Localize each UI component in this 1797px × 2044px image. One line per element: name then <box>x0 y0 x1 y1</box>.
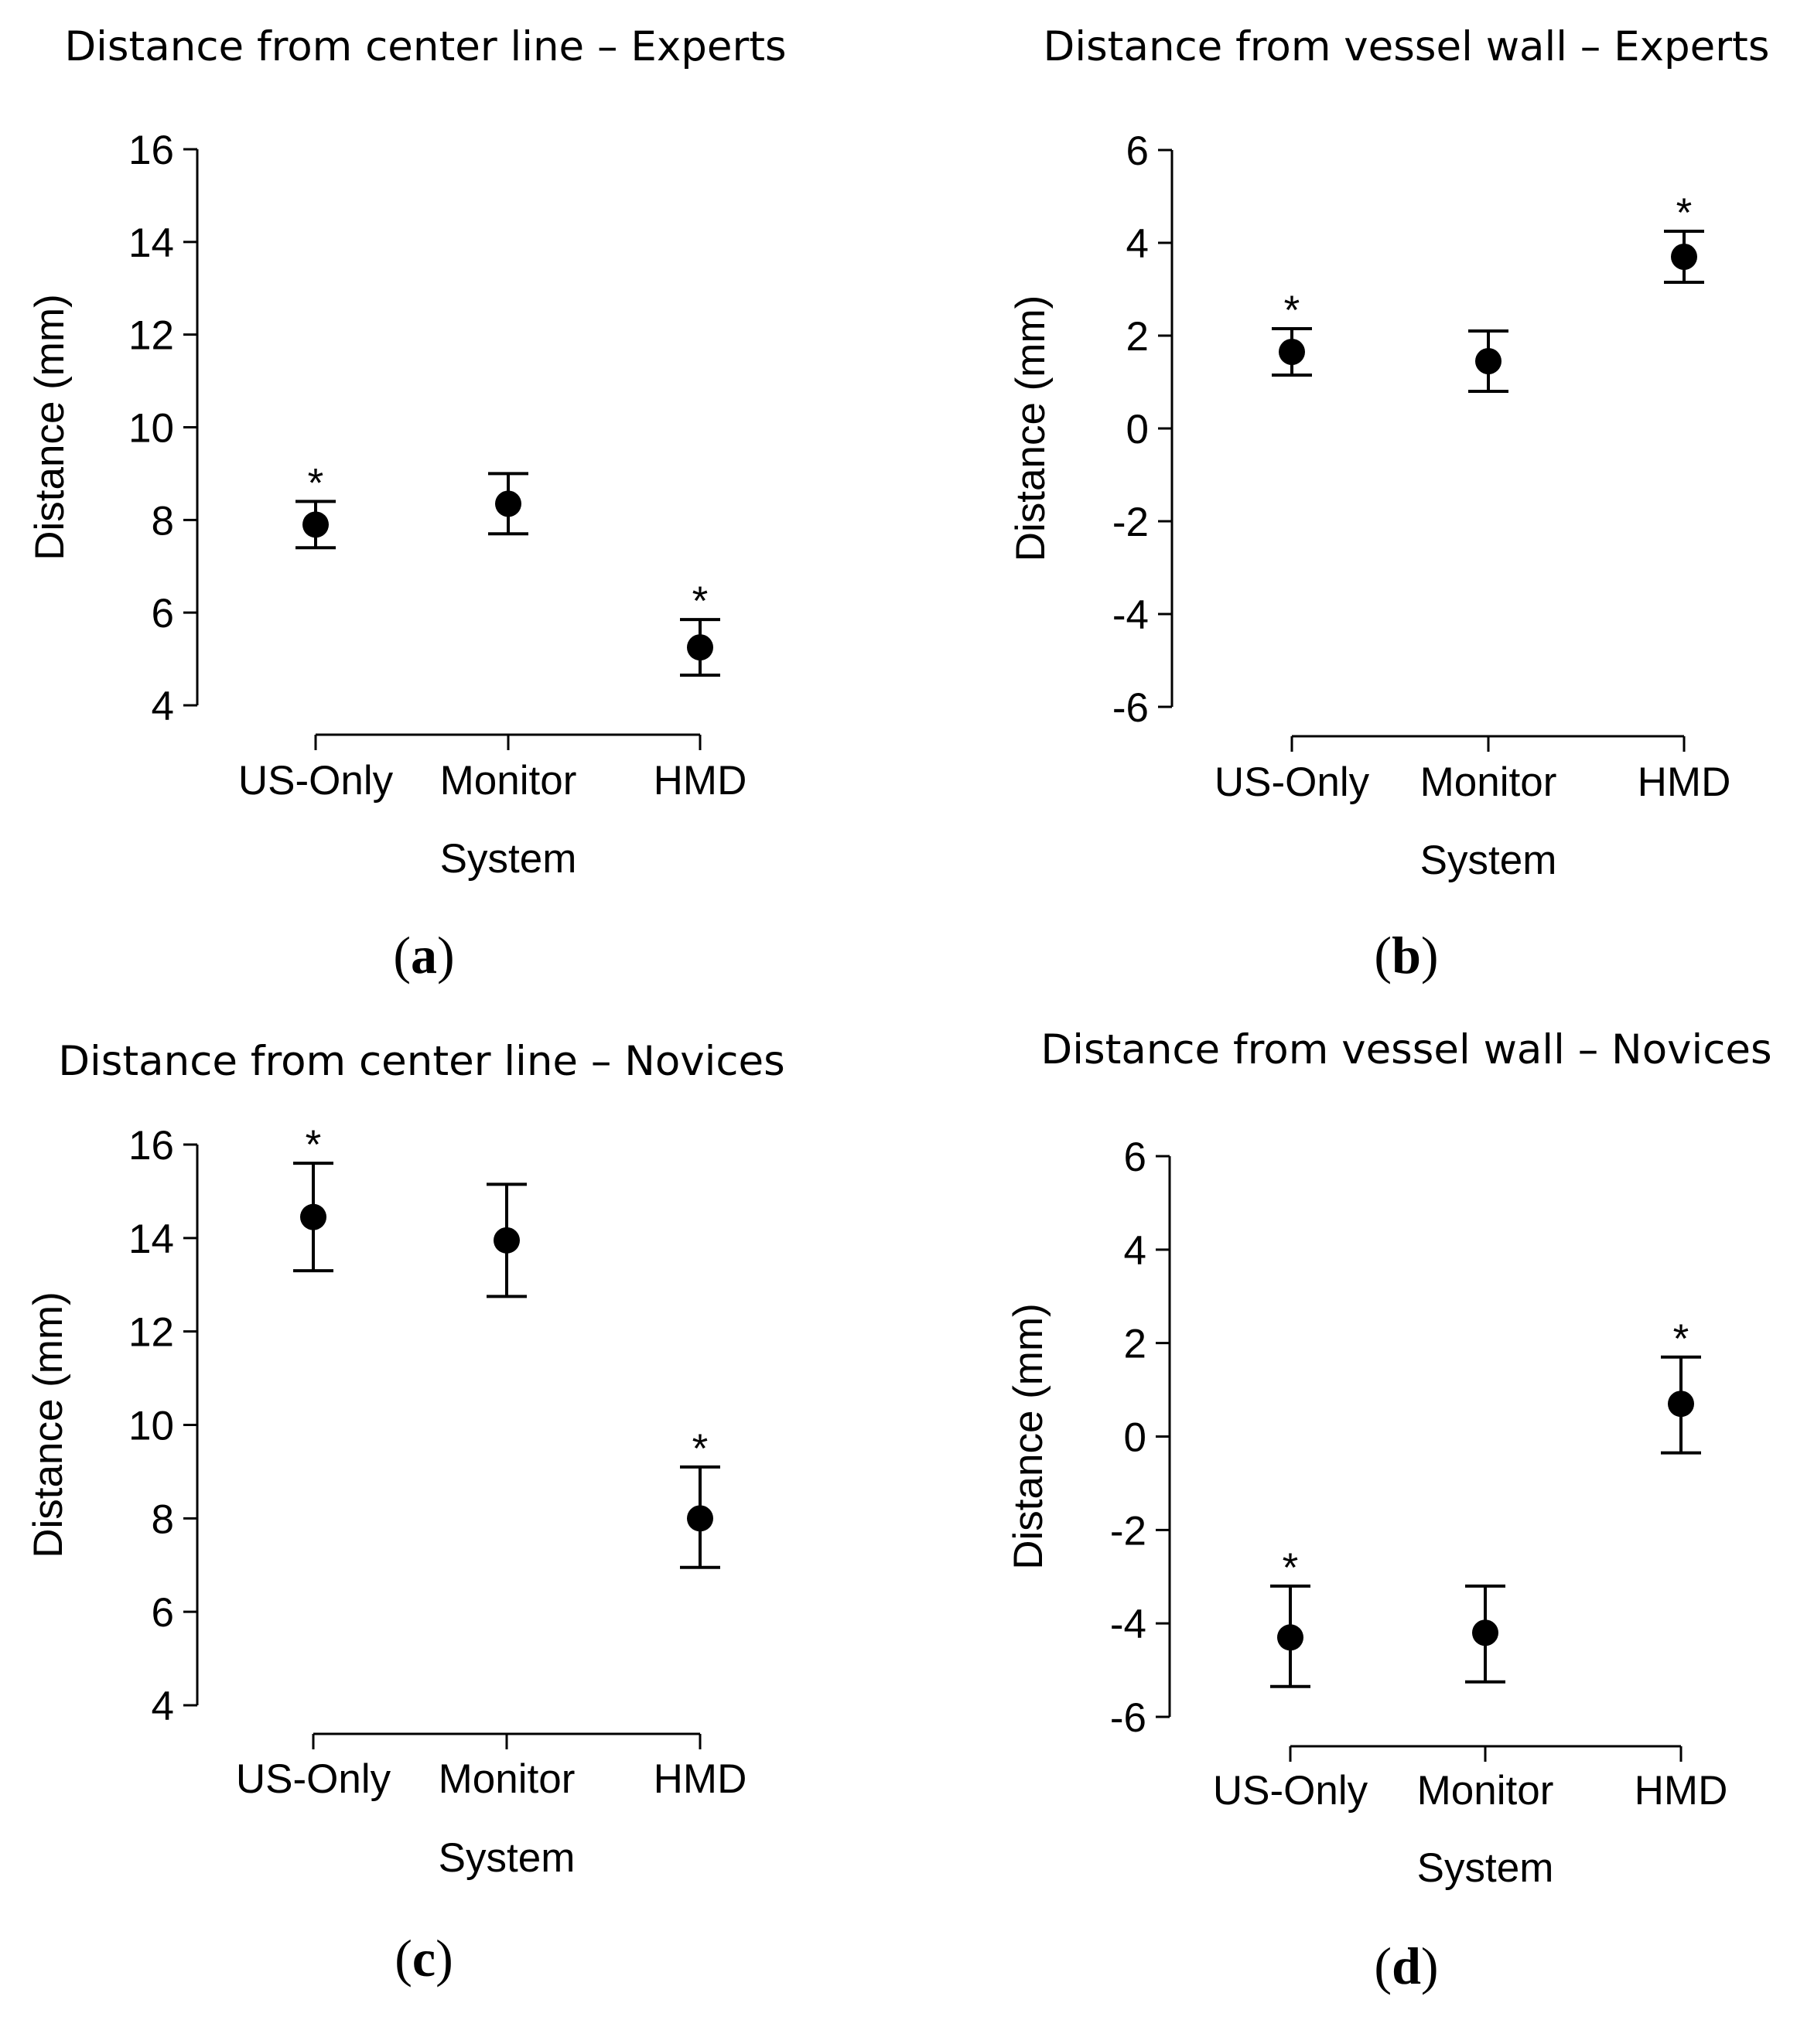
y-tick-label: -6 <box>1110 1695 1146 1741</box>
significance-mark: * <box>1283 1545 1299 1591</box>
y-tick-label: 2 <box>1126 314 1149 360</box>
x-tick-label: Monitor <box>439 1756 576 1802</box>
chart-title: Distance from vessel wall – Experts <box>1044 23 1770 70</box>
y-tick-label: 0 <box>1126 407 1149 452</box>
x-axis-label: System <box>440 836 577 882</box>
y-tick-label: 6 <box>152 1590 174 1636</box>
y-tick-label: 4 <box>152 684 174 729</box>
panel-d: Distance from vessel wall – Novices -6 -4 -… <box>1006 1026 1772 1995</box>
data-point <box>1475 348 1501 374</box>
y-tick-label: -2 <box>1110 1508 1146 1554</box>
panel-a: Distance from center line – Experts 4 6 8 10… <box>27 23 787 984</box>
panel-b: Distance from vessel wall – Experts -6 -4 -… <box>1008 23 1769 984</box>
significance-mark: * <box>308 460 324 506</box>
data-point <box>1671 244 1697 270</box>
y-tick-label: 4 <box>152 1684 174 1729</box>
data-point <box>1668 1391 1694 1418</box>
panel-label: (d) <box>1374 1937 1438 1995</box>
y-tick-label: 8 <box>152 1496 174 1542</box>
significance-mark: * <box>1284 288 1300 333</box>
data-point <box>687 1505 713 1532</box>
significance-mark: * <box>306 1122 322 1168</box>
y-tick-label: 12 <box>128 313 174 359</box>
y-tick-label: -6 <box>1112 685 1149 731</box>
y-tick-label: 14 <box>128 1217 174 1262</box>
x-tick-label: Monitor <box>1420 759 1557 805</box>
x-tick-label: HMD <box>1638 759 1731 805</box>
y-tick-label: -2 <box>1112 500 1149 545</box>
x-tick-label: HMD <box>654 1756 747 1802</box>
significance-mark: * <box>1673 1316 1689 1362</box>
data-point <box>687 634 713 661</box>
panel-label: (c) <box>395 1929 453 1988</box>
data-point <box>1277 1624 1303 1651</box>
x-tick-label: US-Only <box>236 1756 391 1802</box>
x-axis-label: System <box>439 1835 576 1881</box>
significance-mark: * <box>692 1426 709 1472</box>
y-tick-label: 16 <box>128 128 174 173</box>
y-tick-label: 6 <box>1124 1135 1146 1180</box>
data-point <box>1279 339 1305 365</box>
x-axis-label: System <box>1417 1845 1554 1891</box>
panel-label: (a) <box>393 926 454 984</box>
y-tick-label: 16 <box>128 1123 174 1169</box>
chart-title: Distance from vessel wall – Novices <box>1040 1026 1771 1073</box>
panel-label: (b) <box>1374 926 1438 984</box>
y-tick-label: 2 <box>1124 1322 1146 1367</box>
y-tick-label: -4 <box>1112 592 1149 638</box>
x-axis-label: System <box>1420 838 1557 883</box>
y-tick-label: 6 <box>1126 128 1149 174</box>
y-tick-label: 10 <box>128 406 174 452</box>
x-tick-label: HMD <box>654 758 747 804</box>
y-tick-label: 8 <box>152 498 174 544</box>
y-tick-label: 4 <box>1126 221 1149 267</box>
y-tick-label: 0 <box>1124 1415 1146 1461</box>
x-tick-label: US-Only <box>1213 1768 1368 1814</box>
data-point <box>495 490 521 517</box>
y-tick-label: 12 <box>128 1310 174 1356</box>
chart-title: Distance from center line – Novices <box>58 1038 785 1085</box>
y-tick-label: 4 <box>1124 1228 1146 1274</box>
y-tick-label: 6 <box>152 591 174 636</box>
x-tick-label: US-Only <box>1215 759 1370 805</box>
data-point <box>300 1203 326 1230</box>
y-tick-label: -4 <box>1110 1602 1146 1647</box>
x-tick-label: Monitor <box>1417 1768 1554 1814</box>
panel-c: Distance from center line – Novices 4 6 8 10… <box>26 1038 785 1988</box>
y-axis-label: Distance (mm) <box>26 1292 71 1558</box>
data-point <box>494 1227 520 1254</box>
significance-mark: * <box>1676 190 1693 236</box>
data-point <box>1472 1619 1498 1646</box>
x-tick-label: Monitor <box>440 758 577 804</box>
y-axis-label: Distance (mm) <box>27 294 73 561</box>
significance-mark: * <box>692 578 709 624</box>
data-point <box>302 511 329 538</box>
x-tick-label: HMD <box>1635 1768 1728 1814</box>
x-tick-label: US-Only <box>238 758 394 804</box>
y-axis-label: Distance (mm) <box>1008 295 1054 562</box>
y-tick-label: 10 <box>128 1404 174 1449</box>
y-axis-label: Distance (mm) <box>1006 1303 1051 1570</box>
chart-title: Distance from center line – Experts <box>64 23 786 70</box>
y-tick-label: 14 <box>128 220 174 266</box>
